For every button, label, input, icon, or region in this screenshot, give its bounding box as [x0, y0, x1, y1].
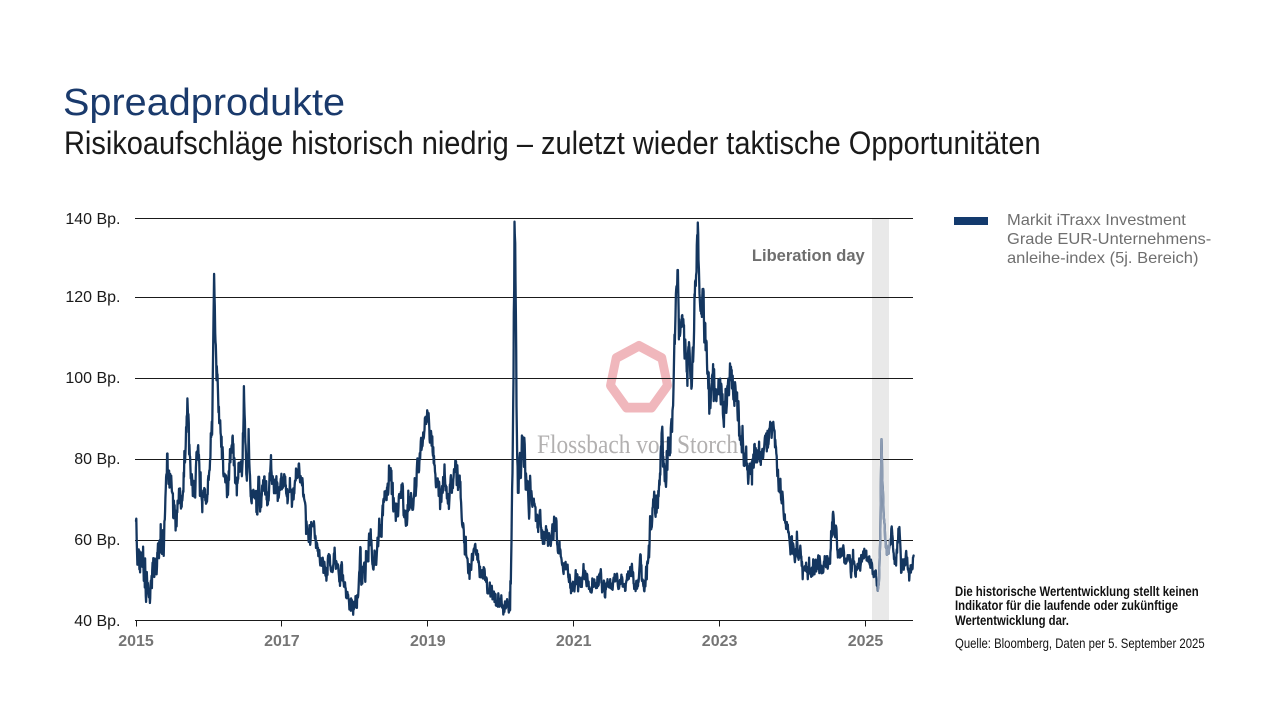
- svg-text:Flossbach von Storch: Flossbach von Storch: [537, 430, 738, 459]
